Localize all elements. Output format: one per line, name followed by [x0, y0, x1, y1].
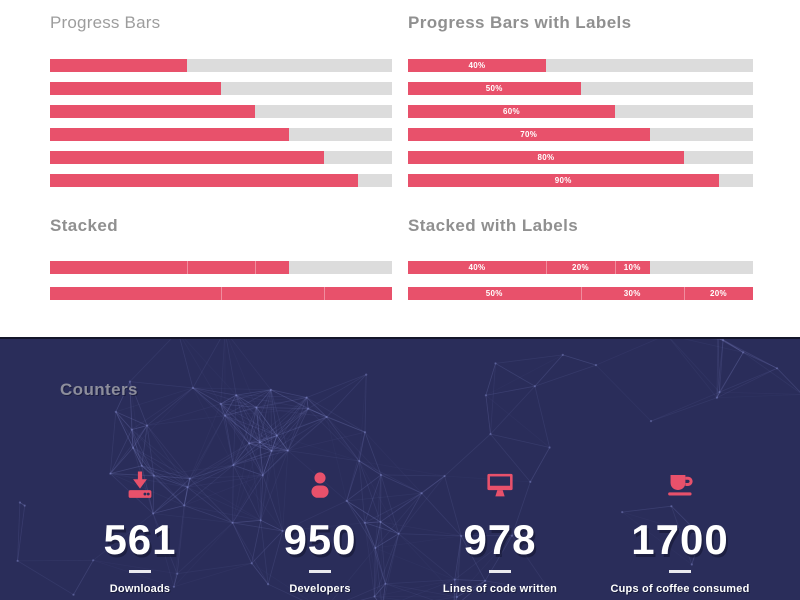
- progress-fill: 30%: [580, 287, 684, 301]
- progress-fill: 20%: [546, 261, 615, 275]
- left-column: Progress Bars Stacked: [50, 13, 392, 337]
- progress-label: 90%: [554, 175, 572, 185]
- counter-value: 950: [283, 516, 357, 563]
- stacked-bars-group: [50, 261, 392, 301]
- progress-fill: [50, 150, 324, 164]
- stacked-bar-labeled: 50% 30% 20%: [408, 287, 753, 301]
- progress-label: 20%: [710, 289, 727, 299]
- progress-fill: 90%: [408, 173, 719, 187]
- counter: 1700 Cups of coffee consumed: [590, 467, 770, 595]
- counter-label: Developers: [289, 583, 351, 595]
- progress-bar-labeled: 50%: [408, 81, 753, 95]
- section-title-counters: Counters: [60, 380, 138, 399]
- section-title-stacked: Stacked: [50, 215, 119, 235]
- progress-fill: [221, 287, 324, 301]
- counter-label: Cups of coffee consumed: [610, 583, 750, 595]
- counter-value: 561: [103, 516, 177, 563]
- progress-bars-group: [50, 58, 392, 187]
- counters-row: 561 Downloads 950 Developers 978 Lines of cod…: [50, 467, 770, 595]
- section-title-progress-bars: Progress Bars: [50, 13, 161, 32]
- plexus-background-decoration: [16, 339, 800, 600]
- progress-bar: [50, 81, 392, 95]
- stacked-bar-labeled: 40% 20% 10%: [408, 261, 753, 275]
- progress-fill: 40%: [408, 261, 546, 275]
- progress-fill: [323, 287, 392, 301]
- progress-bar-labeled: 40%: [408, 58, 753, 72]
- progress-fill: 60%: [408, 104, 615, 118]
- progress-fill: 20%: [684, 287, 753, 301]
- right-column: Progress Bars with Labels 40% 50% 60% 70% 80…: [408, 13, 753, 337]
- progress-label: 80%: [537, 152, 555, 162]
- user-icon: [230, 467, 410, 503]
- progress-label: 20%: [572, 263, 589, 273]
- progress-label: 30%: [623, 289, 641, 299]
- progress-bar-labeled: 90%: [408, 173, 753, 187]
- progress-label: 70%: [520, 129, 538, 139]
- progress-fill: [50, 127, 290, 141]
- counter-value: 978: [463, 516, 537, 563]
- progress-fill: 40%: [408, 58, 546, 72]
- progress-label: 10%: [623, 263, 641, 273]
- counter-divider: [669, 570, 691, 573]
- progress-label: 40%: [468, 60, 486, 70]
- progress-bar: [50, 150, 392, 164]
- progress-fill: 10%: [615, 261, 650, 275]
- progress-label: 40%: [468, 263, 486, 273]
- progress-fill: [50, 261, 187, 275]
- progress-fill: [50, 173, 358, 187]
- progress-fill: [186, 261, 256, 275]
- progress-fill: 50%: [408, 81, 581, 95]
- monitor-icon: [410, 467, 590, 503]
- stacked-bar: [50, 261, 392, 275]
- progress-bar-labeled: 70%: [408, 127, 753, 141]
- progress-fill: 50%: [408, 287, 581, 301]
- progress-fill: [255, 261, 290, 275]
- section-title-progress-bars-labels: Progress Bars with Labels: [408, 13, 632, 32]
- progress-fill: [50, 58, 187, 72]
- progress-label: 60%: [503, 106, 520, 116]
- counter-divider: [309, 570, 331, 573]
- progress-bars-labeled-group: 40% 50% 60% 70% 80% 90%: [408, 58, 753, 187]
- counter-label: Downloads: [109, 583, 171, 595]
- progress-bar-labeled: 60%: [408, 104, 753, 118]
- counter-label: Lines of code written: [442, 583, 558, 595]
- progress-bar-labeled: 80%: [408, 150, 753, 164]
- stacked-bar: [50, 287, 392, 301]
- progress-bar: [50, 104, 392, 118]
- progress-fill: [50, 104, 256, 118]
- progress-fill: 80%: [408, 150, 684, 164]
- counter-divider: [129, 570, 151, 573]
- progress-bar: [50, 173, 392, 187]
- counters-section: Counters 561 Downloads 950 Developers 978 Lin…: [0, 337, 800, 600]
- progress-fill: [50, 81, 221, 95]
- counter-value: 1700: [631, 516, 729, 563]
- progress-demo-area: Progress Bars Stacked Progress Bars with…: [50, 13, 753, 337]
- progress-label: 50%: [485, 289, 503, 299]
- progress-label: 50%: [485, 83, 503, 93]
- progress-fill: 70%: [408, 127, 650, 141]
- progress-fill: [50, 287, 221, 301]
- coffee-icon: [590, 467, 770, 503]
- counter-divider: [489, 570, 511, 573]
- counter: 950 Developers: [230, 467, 410, 595]
- download-icon: [50, 467, 230, 503]
- stacked-bars-labeled-group: 40% 20% 10% 50% 30% 20%: [408, 261, 753, 301]
- counter: 561 Downloads: [50, 467, 230, 595]
- section-title-stacked-labels: Stacked with Labels: [408, 215, 579, 235]
- progress-bar: [50, 127, 392, 141]
- progress-bar: [50, 58, 392, 72]
- counter: 978 Lines of code written: [410, 467, 590, 595]
